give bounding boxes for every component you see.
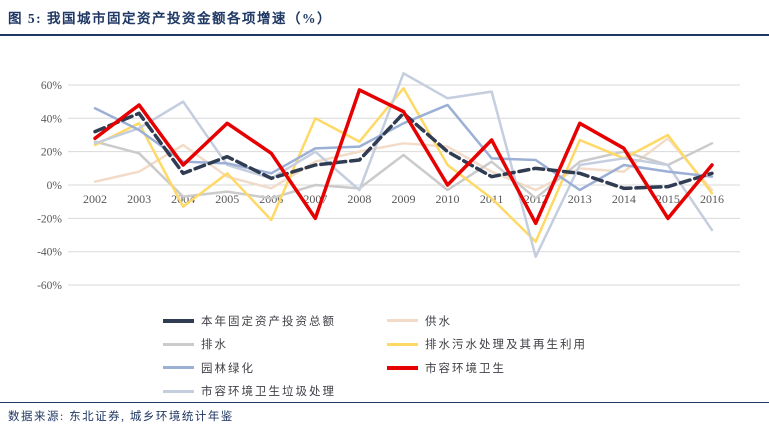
legend-swatch-sewage-treatment	[387, 342, 418, 346]
legend-label-sanitation: 市容环境卫生	[425, 362, 506, 375]
data-source: 数据来源: 东北证券, 城乡环境统计年鉴	[8, 411, 234, 423]
legend-swatch-total-investment	[163, 318, 194, 323]
svg-text:2002: 2002	[83, 192, 107, 206]
legend-swatch-sanitation	[387, 365, 418, 370]
svg-text:2015: 2015	[656, 192, 680, 206]
svg-text:-60%: -60%	[37, 280, 62, 292]
legend-swatch-garbage-disposal	[163, 389, 194, 393]
svg-text:20%: 20%	[41, 147, 63, 159]
legend-label-drainage: 排水	[201, 339, 228, 352]
legend-label-landscaping: 园林绿化	[201, 362, 255, 375]
figure-title: 图 5: 我国城市固定资产投资金额各项增速（%）	[8, 11, 332, 26]
series-line-0	[93, 111, 714, 191]
svg-text:0%: 0%	[47, 180, 63, 192]
legend-column-right: 供水 排水污水处理及其再生利用 市容环境卫生	[387, 309, 587, 380]
footer-rule	[0, 402, 769, 403]
svg-text:40%: 40%	[41, 113, 63, 125]
chart-legend: 本年固定资产投资总额 排水 园林绿化 市容环境卫生垃圾处理 供水 排水	[0, 309, 769, 403]
series-line-6	[93, 72, 714, 258]
svg-text:2009: 2009	[391, 192, 415, 206]
legend-label-garbage-disposal: 市容环境卫生垃圾处理	[201, 386, 336, 399]
legend-swatch-drainage	[163, 342, 194, 346]
series-line-4	[93, 103, 714, 192]
series-line-5	[93, 88, 714, 226]
svg-text:-40%: -40%	[37, 247, 62, 259]
legend-item-drainage: 排水	[163, 333, 336, 357]
series-line-3	[93, 87, 714, 243]
svg-text:2008: 2008	[347, 192, 371, 206]
legend-item-total-investment: 本年固定资产投资总额	[163, 309, 336, 333]
legend-label-water-supply: 供水	[425, 315, 452, 328]
legend-item-landscaping: 园林绿化	[163, 356, 336, 380]
svg-text:2016: 2016	[700, 192, 724, 206]
series-line-1	[93, 137, 714, 192]
legend-item-sanitation: 市容环境卫生	[387, 356, 587, 380]
title-underline	[0, 34, 769, 36]
svg-text:2014: 2014	[612, 192, 636, 206]
svg-text:2013: 2013	[568, 192, 592, 206]
legend-label-total-investment: 本年固定资产投资总额	[201, 315, 336, 328]
svg-text:2010: 2010	[436, 192, 460, 206]
legend-item-water-supply: 供水	[387, 309, 587, 333]
legend-swatch-water-supply	[387, 319, 418, 323]
svg-text:2005: 2005	[215, 192, 239, 206]
legend-column-left: 本年固定资产投资总额 排水 园林绿化 市容环境卫生垃圾处理	[163, 309, 336, 403]
legend-label-sewage-treatment: 排水污水处理及其再生利用	[425, 339, 587, 352]
svg-text:60%: 60%	[41, 80, 63, 92]
line-chart: 60%40%20%0%-20%-40%-60%2002 2003 2004 2005 2…	[37, 72, 740, 292]
legend-item-garbage-disposal: 市容环境卫生垃圾处理	[163, 380, 336, 404]
svg-text:2003: 2003	[127, 192, 151, 206]
svg-text:-20%: -20%	[37, 213, 62, 225]
legend-item-sewage-treatment: 排水污水处理及其再生利用	[387, 333, 587, 357]
legend-swatch-landscaping	[163, 366, 194, 370]
